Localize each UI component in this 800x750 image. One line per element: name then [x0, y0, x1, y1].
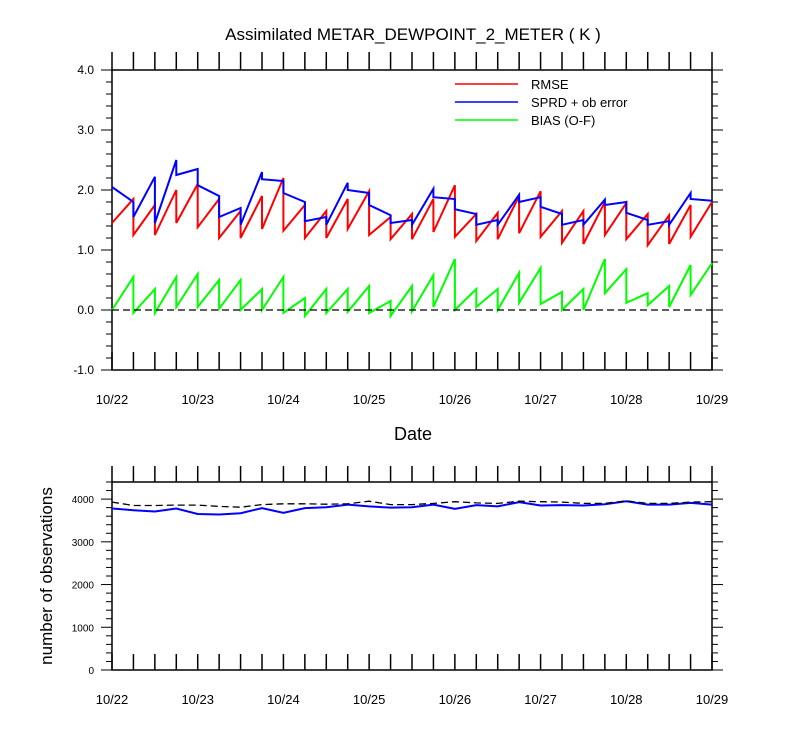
x-tick-label: 10/23: [181, 392, 214, 407]
series-line-sprd-ob-error: [111, 159, 713, 229]
x-tick-label: 10/27: [524, 692, 557, 707]
y-tick-label: 1000: [72, 623, 95, 634]
x-tick-label: 10/28: [610, 692, 643, 707]
x-tick-label: 10/22: [96, 692, 129, 707]
y-tick-label: -1.0: [73, 363, 94, 377]
x-tick-label: 10/25: [353, 692, 386, 707]
x-tick-label: 10/25: [353, 392, 386, 407]
legend-label-rmse: RMSE: [531, 77, 569, 92]
x-tick-label: 10/24: [267, 692, 300, 707]
y-tick-label: 3.0: [77, 123, 94, 137]
x-tick-label: 10/28: [610, 392, 643, 407]
y-tick-label: 4.0: [77, 63, 94, 77]
y-tick-label: 3000: [72, 538, 95, 549]
y-tick-label: 2.0: [77, 183, 94, 197]
series-line-observations-possible: [111, 500, 713, 508]
observation-count-plot: 10/22 10/23 10/24 10/25 10/26 10/27 10/28 10/29…: [72, 466, 729, 707]
x-tick-label: 10/29: [696, 392, 729, 407]
plot-frame: [111, 481, 713, 671]
rmse-spread-bias-plot: 10/22 10/23 10/24 10/25 10/26 10/27 10/28 10/29…: [73, 52, 728, 407]
x-tick-label: 10/23: [181, 692, 214, 707]
y-tick-label: 0.0: [77, 303, 94, 317]
series-line-observations-used: [111, 500, 713, 516]
series-line-bias-o-f: [111, 258, 713, 320]
y-tick-label: 1.0: [77, 243, 94, 257]
y-tick-label: 2000: [72, 581, 95, 592]
legend-label-sprd: SPRD + ob error: [531, 95, 628, 110]
chart-title: Assimilated METAR_DEWPOINT_2_METER ( K ): [225, 25, 601, 44]
y-tick-label: 0: [88, 666, 94, 677]
x-tick-label: 10/29: [696, 692, 729, 707]
x-tick-label: 10/26: [439, 692, 472, 707]
y-axis-label: number of observations: [37, 487, 56, 665]
legend-label-bias: BIAS (O-F): [531, 113, 595, 128]
x-tick-label: 10/22: [96, 392, 129, 407]
x-axis-label: Date: [394, 424, 432, 444]
legend: RMSE SPRD + ob error BIAS (O-F): [455, 77, 628, 128]
x-tick-label: 10/26: [439, 392, 472, 407]
x-tick-label: 10/24: [267, 392, 300, 407]
y-tick-label: 4000: [72, 495, 95, 506]
x-tick-label: 10/27: [524, 392, 557, 407]
